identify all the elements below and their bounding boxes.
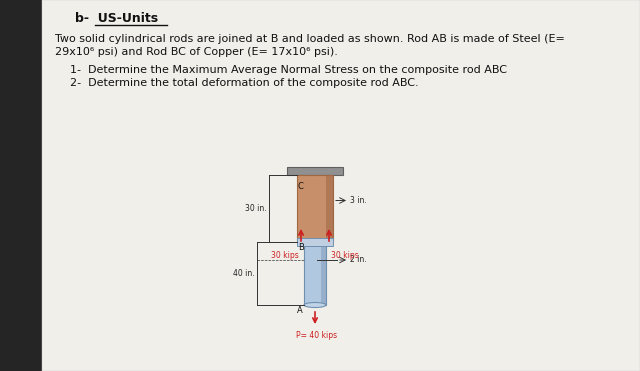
Polygon shape xyxy=(0,0,80,371)
Bar xyxy=(287,167,343,175)
Text: b-  US-Units: b- US-Units xyxy=(75,12,158,25)
Text: Two solid cylindrical rods are joined at B and loaded as shown. Rod AB is made o: Two solid cylindrical rods are joined at… xyxy=(55,34,565,44)
Text: C: C xyxy=(298,182,304,191)
Bar xyxy=(297,175,333,242)
Bar xyxy=(321,242,326,305)
Text: 1-  Determine the Maximum Average Normal Stress on the composite rod ABC: 1- Determine the Maximum Average Normal … xyxy=(70,65,507,75)
Text: 2-  Determine the total deformation of the composite rod ABC.: 2- Determine the total deformation of th… xyxy=(70,78,419,88)
Text: 2 in.: 2 in. xyxy=(350,256,367,265)
Ellipse shape xyxy=(304,302,326,308)
Bar xyxy=(326,175,333,242)
Text: B: B xyxy=(298,243,304,252)
Text: 30 kips: 30 kips xyxy=(331,252,359,260)
Text: 29x10⁶ psi) and Rod BC of Copper (E= 17x10⁶ psi).: 29x10⁶ psi) and Rod BC of Copper (E= 17x… xyxy=(55,47,338,57)
Bar xyxy=(304,242,326,305)
Text: P= 40 kips: P= 40 kips xyxy=(296,331,337,340)
Text: 3 in.: 3 in. xyxy=(350,196,367,205)
Text: A: A xyxy=(297,306,303,315)
Bar xyxy=(297,238,333,246)
Text: 30 kips: 30 kips xyxy=(271,252,299,260)
Text: 30 in.: 30 in. xyxy=(245,204,267,213)
Text: 40 in.: 40 in. xyxy=(234,269,255,278)
